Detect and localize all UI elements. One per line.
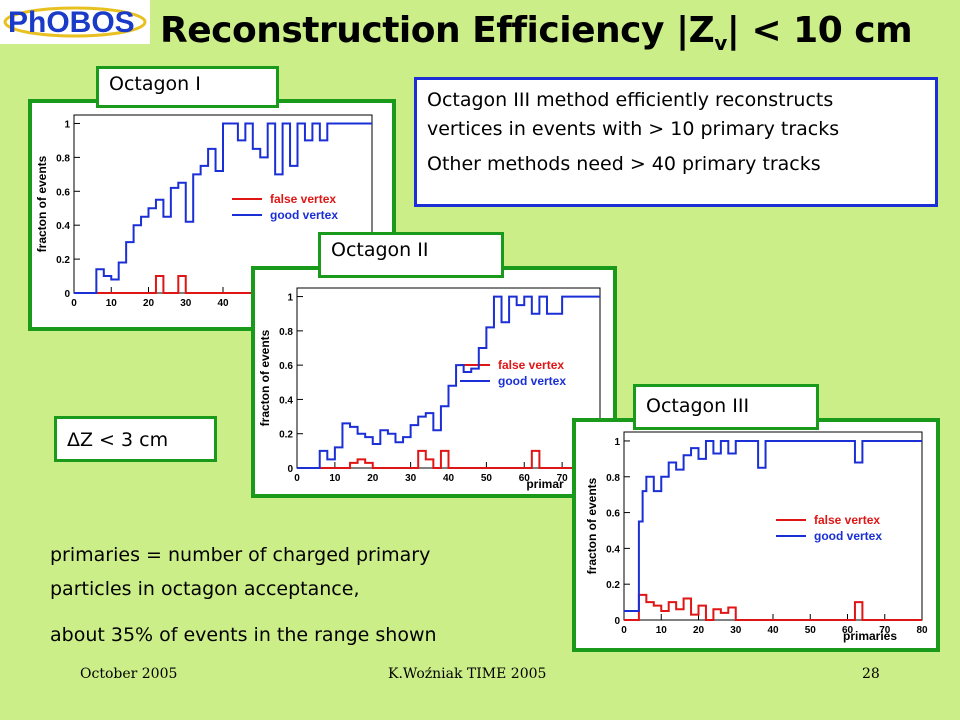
series-good-vertex — [624, 439, 922, 613]
dz-box: ΔZ < 3 cm — [54, 416, 217, 462]
legend-label: false vertex — [814, 513, 880, 527]
x-tick-label: 30 — [180, 298, 192, 309]
note-line-1: Octagon III method efficiently reconstru… — [427, 89, 834, 111]
series-good-vertex — [297, 295, 600, 469]
x-tick-label: 40 — [217, 298, 229, 309]
note-line-2: vertices in events with > 10 primary tra… — [427, 118, 840, 140]
x-tick-label: 30 — [405, 473, 417, 484]
plot-frame-octagon2: 0 10 20 30 40 50 60 70 0 0.2 0.4 0.6 0.8 1 fracton of … — [251, 266, 617, 498]
x-tick-label: 20 — [693, 625, 705, 636]
x-tick-label: 30 — [730, 625, 742, 636]
footer-date: October 2005 — [80, 666, 178, 682]
x-tick-label: 20 — [143, 298, 155, 309]
y-tick-label: 0.2 — [606, 580, 620, 591]
x-tick-label: 50 — [805, 625, 817, 636]
y-tick-label: 1 — [614, 437, 620, 448]
label-octagon1: Octagon I — [96, 66, 279, 108]
y-tick-label: 0.8 — [56, 153, 70, 164]
legend-label: good vertex — [270, 208, 338, 222]
explain-line-2: particles in octagon acceptance, — [50, 578, 360, 600]
x-tick-label: 10 — [329, 473, 341, 484]
y-axis-label: fracton of events — [258, 329, 272, 426]
y-tick-label: 0.4 — [56, 221, 70, 232]
series-false-vertex — [297, 449, 600, 469]
y-tick-label: 0.8 — [606, 473, 620, 484]
series-false-vertex — [74, 275, 372, 294]
x-tick-label: 40 — [443, 473, 455, 484]
chart-octagon3: 0 10 20 30 40 50 60 70 80 0 0.2 0.4 0.6 0.8 1 fracton o… — [585, 431, 928, 643]
legend-label: false vertex — [270, 192, 336, 206]
x-tick-label: 70 — [879, 625, 891, 636]
y-tick-label: 0.2 — [279, 430, 293, 441]
y-tick-label: 0 — [287, 464, 293, 475]
x-tick-label: 0 — [621, 625, 627, 636]
x-tick-label: 10 — [106, 298, 118, 309]
plot-frame-octagon3: 0 10 20 30 40 50 60 70 80 0 0.2 0.4 0.6 0.8 1 fracton o… — [572, 418, 940, 652]
series-false-vertex — [624, 593, 922, 621]
x-tick-label: 0 — [294, 473, 300, 484]
x-tick-label: 0 — [71, 298, 77, 309]
series-good-vertex — [74, 122, 372, 294]
label-octagon2: Octagon II — [318, 232, 504, 278]
legend-label: false vertex — [498, 358, 564, 372]
chart-octagon2: 0 10 20 30 40 50 60 70 0 0.2 0.4 0.6 0.8 1 fracton of … — [258, 287, 601, 491]
y-tick-label: 0.6 — [56, 187, 70, 198]
x-tick-label: 60 — [842, 625, 854, 636]
note-line-3: Other methods need > 40 primary tracks — [427, 153, 821, 175]
x-tick-label: 80 — [916, 625, 928, 636]
y-axis-label: fracton of events — [585, 477, 599, 574]
y-tick-label: 0.6 — [279, 361, 293, 372]
y-axis-label: fracton of events — [35, 155, 49, 252]
x-tick-label: 20 — [367, 473, 379, 484]
x-tick-label: 50 — [481, 473, 493, 484]
legend-label: good vertex — [498, 374, 566, 388]
phobos-logo: PhOBOS — [0, 0, 150, 44]
phobos-logo-art: PhOBOS — [3, 6, 147, 39]
label-octagon3: Octagon III — [633, 384, 819, 430]
y-tick-label: 1 — [287, 293, 293, 304]
x-axis-label: primar — [526, 477, 564, 491]
x-tick-label: 60 — [519, 473, 531, 484]
footer-page: 28 — [862, 666, 880, 682]
note-box: Octagon III method efficiently reconstru… — [414, 77, 938, 207]
footer-author: K.Woźniak TIME 2005 — [388, 666, 547, 682]
y-tick-label: 0 — [64, 289, 70, 300]
y-tick-label: 0.6 — [606, 509, 620, 520]
y-tick-label: 0.4 — [279, 395, 293, 406]
svg-text:PhOBOS: PhOBOS — [8, 6, 135, 39]
y-tick-label: 0.2 — [56, 255, 70, 266]
legend-label: good vertex — [814, 529, 882, 543]
y-tick-label: 0.4 — [606, 544, 620, 555]
y-tick-label: 1 — [64, 119, 70, 130]
x-tick-label: 40 — [767, 625, 779, 636]
y-tick-label: 0 — [614, 616, 620, 627]
x-axis-label: primaries — [843, 629, 897, 643]
x-tick-label: 70 — [557, 473, 569, 484]
y-tick-label: 0.8 — [279, 327, 293, 338]
explain-line-1: primaries = number of charged primary — [50, 544, 431, 566]
page-title: Reconstruction Efficiency |Zv| < 10 cm — [160, 10, 913, 56]
x-tick-label: 10 — [656, 625, 668, 636]
explain-line-3: about 35% of events in the range shown — [50, 624, 437, 646]
